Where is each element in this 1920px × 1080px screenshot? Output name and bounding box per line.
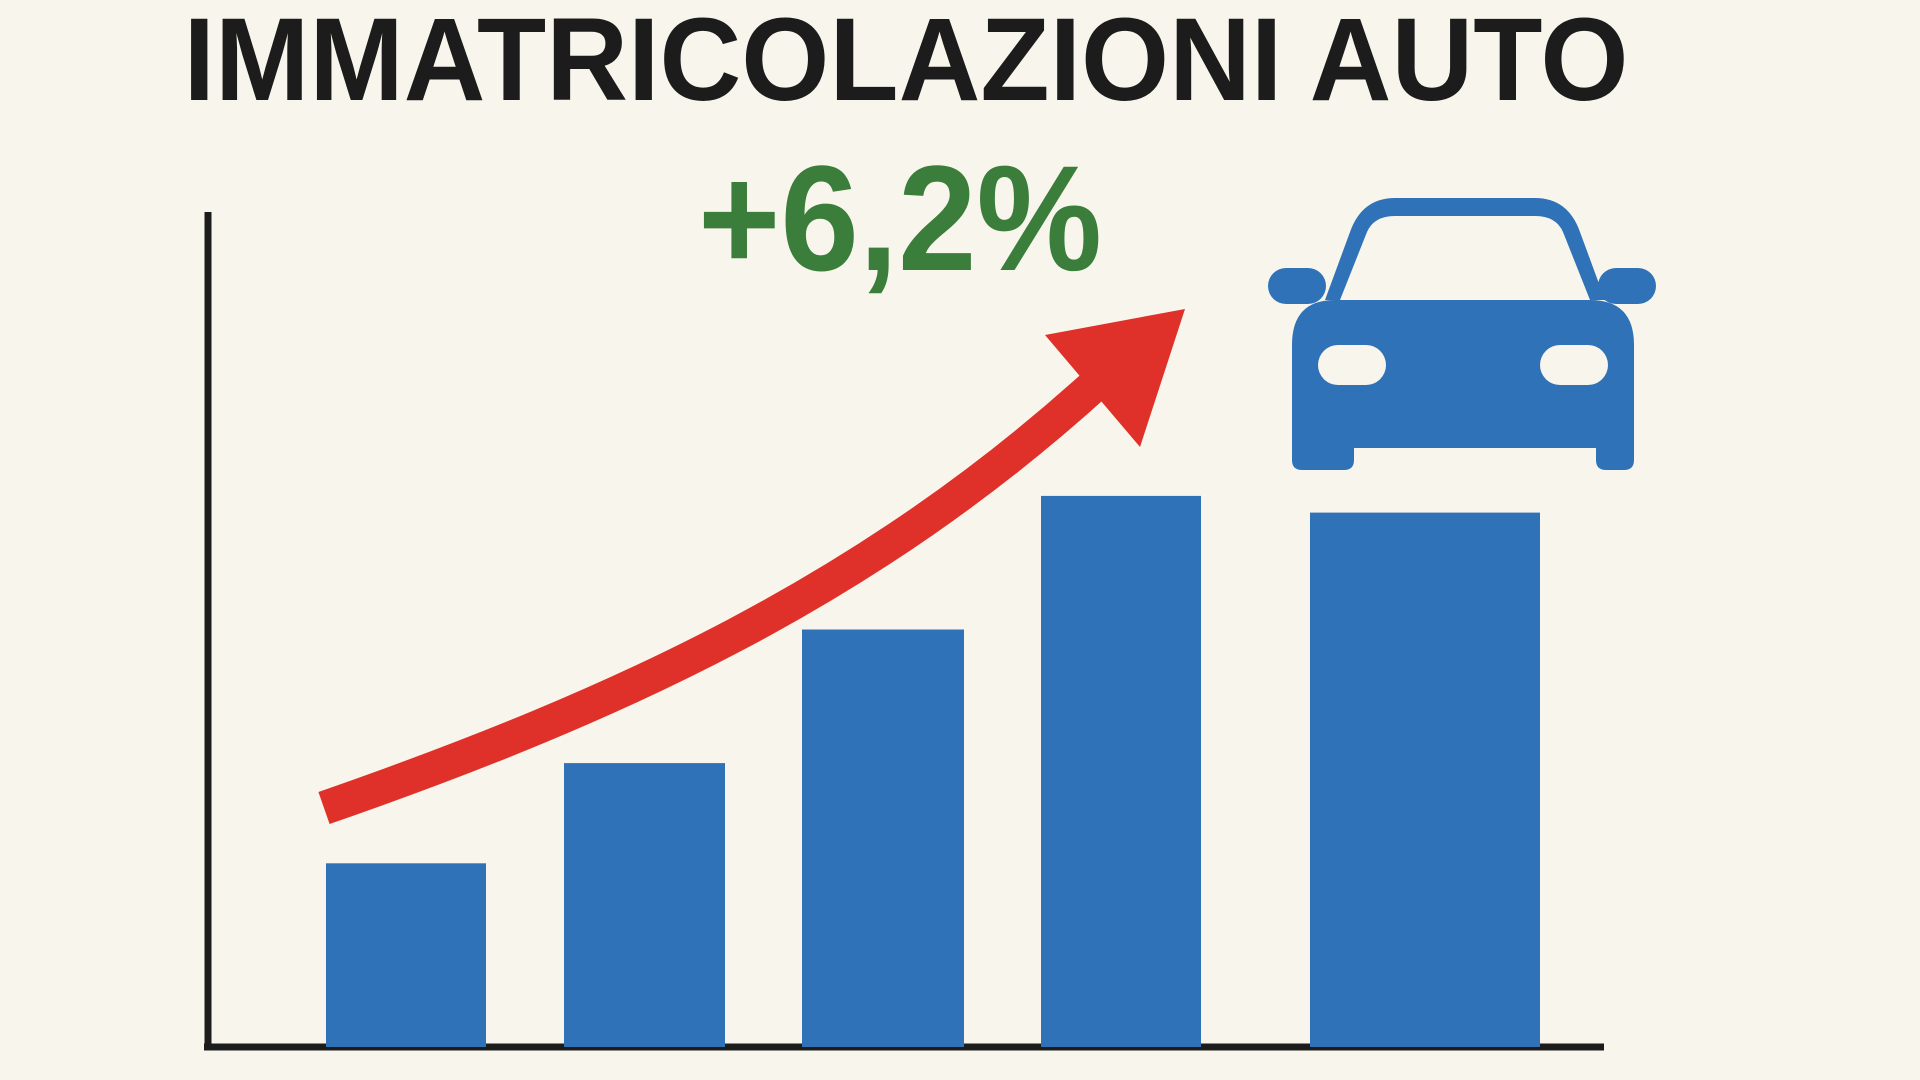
car-icon xyxy=(1268,198,1656,470)
bar xyxy=(564,763,725,1047)
bars xyxy=(326,495,1540,1047)
chart-title: IMMATRICOLAZIONI AUTO xyxy=(184,0,1629,126)
bar xyxy=(802,629,964,1047)
bar xyxy=(1041,495,1201,1047)
bar xyxy=(326,863,486,1047)
growth-annotation: +6,2% xyxy=(698,134,1102,302)
arrow-head xyxy=(1045,309,1185,447)
bar xyxy=(1310,512,1540,1047)
trend-arrow xyxy=(318,367,1112,825)
